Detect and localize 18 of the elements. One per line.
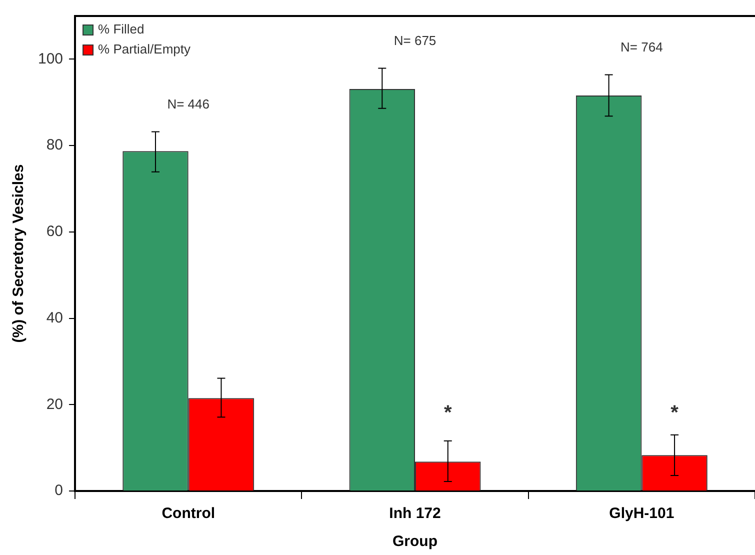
y-tick-label: 100 xyxy=(38,50,64,68)
annotation: * xyxy=(444,402,452,424)
annotation: N= 675 xyxy=(394,32,436,48)
annotation: N= 764 xyxy=(620,39,663,54)
y-tick-label: 40 xyxy=(46,309,64,326)
x-tick-label: Control xyxy=(162,505,216,522)
x-axis-title: Group xyxy=(392,533,438,550)
y-tick-label: 0 xyxy=(54,482,64,500)
y-tick-label: 20 xyxy=(46,396,64,413)
x-tick-label: Inh 172 xyxy=(389,505,441,522)
annotation: N= 446 xyxy=(167,96,210,112)
x-tick-label: GlyH-101 xyxy=(609,505,674,522)
y-axis-title: (%) of Secretory Vesicles xyxy=(10,164,28,343)
legend-label: % Partial/Empty xyxy=(98,42,191,57)
legend-label: % Filled xyxy=(98,22,144,37)
annotation: * xyxy=(670,402,679,424)
y-tick-label: 80 xyxy=(46,136,64,154)
y-tick-label: 60 xyxy=(46,223,64,240)
